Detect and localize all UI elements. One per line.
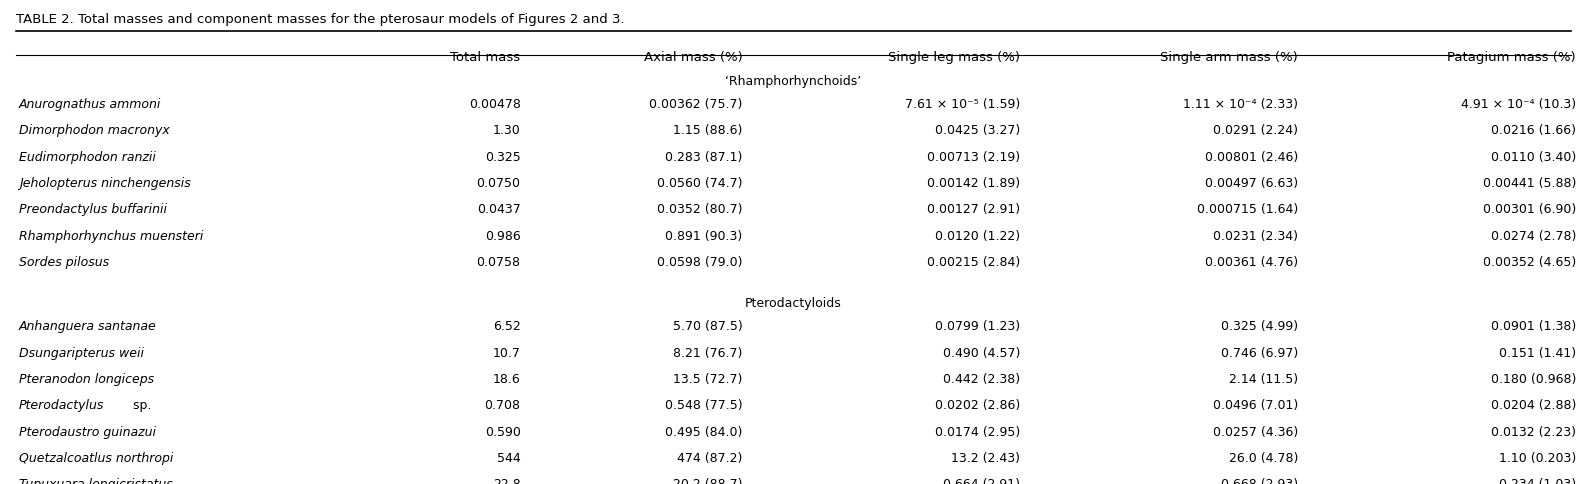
Text: 0.590: 0.590	[484, 425, 521, 438]
Text: 0.00362 (75.7): 0.00362 (75.7)	[649, 98, 743, 111]
Text: sp.: sp.	[129, 398, 152, 411]
Text: 0.325 (4.99): 0.325 (4.99)	[1220, 319, 1298, 333]
Text: 0.708: 0.708	[484, 398, 521, 411]
Text: 0.00801 (2.46): 0.00801 (2.46)	[1205, 151, 1298, 164]
Text: 0.0257 (4.36): 0.0257 (4.36)	[1212, 425, 1298, 438]
Text: Jeholopterus ninchengensis: Jeholopterus ninchengensis	[19, 177, 190, 190]
Text: 0.325: 0.325	[484, 151, 521, 164]
Text: 0.00361 (4.76): 0.00361 (4.76)	[1205, 256, 1298, 269]
Text: 0.0750: 0.0750	[476, 177, 521, 190]
Text: 13.2 (2.43): 13.2 (2.43)	[952, 451, 1020, 464]
Text: 0.00127 (2.91): 0.00127 (2.91)	[927, 203, 1020, 216]
Text: 10.7: 10.7	[492, 346, 521, 359]
Text: Tupuxuara longicristatus: Tupuxuara longicristatus	[19, 478, 173, 484]
Text: 0.495 (84.0): 0.495 (84.0)	[665, 425, 743, 438]
Text: 0.0274 (2.78): 0.0274 (2.78)	[1490, 229, 1576, 242]
Text: Dsungaripterus weii: Dsungaripterus weii	[19, 346, 144, 359]
Text: 0.0120 (1.22): 0.0120 (1.22)	[935, 229, 1020, 242]
Text: 13.5 (72.7): 13.5 (72.7)	[673, 372, 743, 385]
Text: 0.0598 (79.0): 0.0598 (79.0)	[657, 256, 743, 269]
Text: 0.283 (87.1): 0.283 (87.1)	[665, 151, 743, 164]
Text: 0.0758: 0.0758	[476, 256, 521, 269]
Text: 0.000715 (1.64): 0.000715 (1.64)	[1197, 203, 1298, 216]
Text: 0.0204 (2.88): 0.0204 (2.88)	[1490, 398, 1576, 411]
Text: Pteranodon longiceps: Pteranodon longiceps	[19, 372, 154, 385]
Text: 22.8: 22.8	[494, 478, 521, 484]
Text: 0.891 (90.3): 0.891 (90.3)	[665, 229, 743, 242]
Text: 6.52: 6.52	[494, 319, 521, 333]
Text: Single leg mass (%): Single leg mass (%)	[889, 51, 1020, 64]
Text: 5.70 (87.5): 5.70 (87.5)	[673, 319, 743, 333]
Text: 0.00441 (5.88): 0.00441 (5.88)	[1482, 177, 1576, 190]
Text: Eudimorphodon ranzii: Eudimorphodon ranzii	[19, 151, 156, 164]
Text: 0.00478: 0.00478	[468, 98, 521, 111]
Text: Pterodactylus: Pterodactylus	[19, 398, 105, 411]
Text: 0.0202 (2.86): 0.0202 (2.86)	[935, 398, 1020, 411]
Text: 7.61 × 10⁻⁵ (1.59): 7.61 × 10⁻⁵ (1.59)	[905, 98, 1020, 111]
Text: 0.00215 (2.84): 0.00215 (2.84)	[927, 256, 1020, 269]
Text: Pterodactyloids: Pterodactyloids	[746, 297, 841, 309]
Text: 0.0231 (2.34): 0.0231 (2.34)	[1212, 229, 1298, 242]
Text: 1.11 × 10⁻⁴ (2.33): 1.11 × 10⁻⁴ (2.33)	[1184, 98, 1298, 111]
Text: Anhanguera santanae: Anhanguera santanae	[19, 319, 157, 333]
Text: 0.0437: 0.0437	[476, 203, 521, 216]
Text: 0.0799 (1.23): 0.0799 (1.23)	[935, 319, 1020, 333]
Text: 0.0352 (80.7): 0.0352 (80.7)	[657, 203, 743, 216]
Text: Single arm mass (%): Single arm mass (%)	[1160, 51, 1298, 64]
Text: 0.668 (2.93): 0.668 (2.93)	[1220, 478, 1298, 484]
Text: Sordes pilosus: Sordes pilosus	[19, 256, 110, 269]
Text: ‘Rhamphorhynchoids’: ‘Rhamphorhynchoids’	[725, 75, 862, 88]
Text: 8.21 (76.7): 8.21 (76.7)	[673, 346, 743, 359]
Text: 4.91 × 10⁻⁴ (10.3): 4.91 × 10⁻⁴ (10.3)	[1460, 98, 1576, 111]
Text: 0.442 (2.38): 0.442 (2.38)	[943, 372, 1020, 385]
Text: 0.0216 (1.66): 0.0216 (1.66)	[1490, 124, 1576, 137]
Text: 0.0110 (3.40): 0.0110 (3.40)	[1490, 151, 1576, 164]
Text: Rhamphorhynchus muensteri: Rhamphorhynchus muensteri	[19, 229, 203, 242]
Text: Patagium mass (%): Patagium mass (%)	[1447, 51, 1576, 64]
Text: 1.15 (88.6): 1.15 (88.6)	[673, 124, 743, 137]
Text: 0.151 (1.41): 0.151 (1.41)	[1498, 346, 1576, 359]
Text: Preondactylus buffarinii: Preondactylus buffarinii	[19, 203, 167, 216]
Text: 0.0174 (2.95): 0.0174 (2.95)	[935, 425, 1020, 438]
Text: 20.2 (88.7): 20.2 (88.7)	[673, 478, 743, 484]
Text: 0.00497 (6.63): 0.00497 (6.63)	[1205, 177, 1298, 190]
Text: 0.00352 (4.65): 0.00352 (4.65)	[1482, 256, 1576, 269]
Text: 0.00301 (6.90): 0.00301 (6.90)	[1482, 203, 1576, 216]
Text: Axial mass (%): Axial mass (%)	[644, 51, 743, 64]
Text: 0.0560 (74.7): 0.0560 (74.7)	[657, 177, 743, 190]
Text: 474 (87.2): 474 (87.2)	[678, 451, 743, 464]
Text: 0.490 (4.57): 0.490 (4.57)	[943, 346, 1020, 359]
Text: 2.14 (11.5): 2.14 (11.5)	[1228, 372, 1298, 385]
Text: 0.234 (1.03): 0.234 (1.03)	[1498, 478, 1576, 484]
Text: Quetzalcoatlus northropi: Quetzalcoatlus northropi	[19, 451, 173, 464]
Text: 0.0496 (7.01): 0.0496 (7.01)	[1212, 398, 1298, 411]
Text: Total mass: Total mass	[451, 51, 521, 64]
Text: 0.00142 (1.89): 0.00142 (1.89)	[927, 177, 1020, 190]
Text: Anurognathus ammoni: Anurognathus ammoni	[19, 98, 162, 111]
Text: 0.548 (77.5): 0.548 (77.5)	[665, 398, 743, 411]
Text: 26.0 (4.78): 26.0 (4.78)	[1228, 451, 1298, 464]
Text: 1.10 (0.203): 1.10 (0.203)	[1498, 451, 1576, 464]
Text: 18.6: 18.6	[494, 372, 521, 385]
Text: 0.0291 (2.24): 0.0291 (2.24)	[1212, 124, 1298, 137]
Text: 0.0132 (2.23): 0.0132 (2.23)	[1490, 425, 1576, 438]
Text: 0.0901 (1.38): 0.0901 (1.38)	[1490, 319, 1576, 333]
Text: Dimorphodon macronyx: Dimorphodon macronyx	[19, 124, 170, 137]
Text: 0.664 (2.91): 0.664 (2.91)	[943, 478, 1020, 484]
Text: 0.746 (6.97): 0.746 (6.97)	[1220, 346, 1298, 359]
Text: 544: 544	[497, 451, 521, 464]
Text: 0.986: 0.986	[484, 229, 521, 242]
Text: 1.30: 1.30	[494, 124, 521, 137]
Text: 0.00713 (2.19): 0.00713 (2.19)	[927, 151, 1020, 164]
Text: 0.0425 (3.27): 0.0425 (3.27)	[935, 124, 1020, 137]
Text: TABLE 2. Total masses and component masses for the pterosaur models of Figures 2: TABLE 2. Total masses and component mass…	[16, 13, 625, 26]
Text: 0.180 (0.968): 0.180 (0.968)	[1490, 372, 1576, 385]
Text: Pterodaustro guinazui: Pterodaustro guinazui	[19, 425, 156, 438]
